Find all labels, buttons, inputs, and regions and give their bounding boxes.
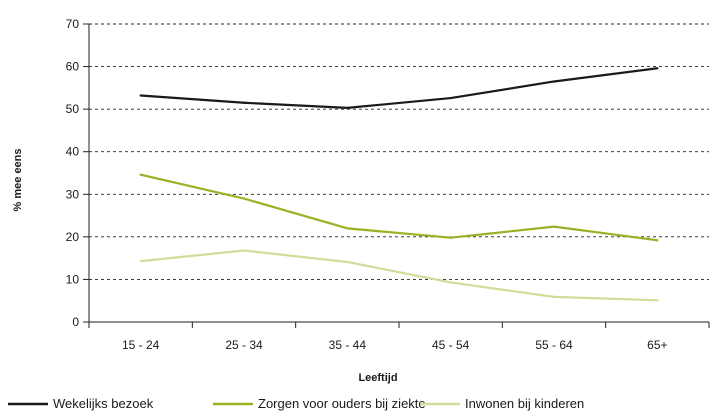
data-point [449, 96, 452, 100]
data-point [346, 260, 349, 264]
data-point [346, 227, 349, 230]
data-point [656, 299, 659, 302]
series-line-3 [140, 249, 658, 302]
data-point [242, 197, 246, 200]
data-point [242, 249, 246, 252]
axis-labels: 0 10 20 30 40 50 60 70 15 - 24 25 - 34 35 - 44 45 -… [66, 17, 668, 352]
data-point [656, 67, 659, 70]
legend-label: Inwonen bij kinderen [465, 396, 584, 411]
legend: Wekelijks bezoek Zorgen voor ouders bij z… [8, 396, 584, 411]
y-axis-title: % mee eens [12, 149, 24, 212]
data-point [346, 106, 349, 109]
y-tick-label: 20 [66, 230, 80, 244]
y-tick-label: 0 [72, 315, 79, 329]
y-tick-label: 40 [66, 145, 80, 159]
legend-label: Zorgen voor ouders bij ziekte [258, 396, 426, 411]
series-line-2 [140, 173, 658, 242]
y-tick-label: 70 [66, 17, 80, 31]
series-lines [139, 67, 659, 302]
series-line-1 [140, 67, 658, 109]
data-point [242, 101, 246, 104]
x-axis-title: Leeftijd [358, 372, 397, 384]
data-point [139, 260, 142, 263]
data-point [449, 236, 452, 239]
data-point [139, 94, 142, 97]
y-tick-label: 50 [66, 102, 80, 116]
data-point [552, 225, 556, 228]
data-point [656, 239, 659, 242]
x-tick-label: 15 - 24 [122, 338, 160, 352]
gridlines [89, 23, 709, 280]
data-point [552, 295, 556, 298]
data-point [139, 173, 142, 176]
x-tick-label: 55 - 64 [535, 338, 573, 352]
data-point [449, 281, 452, 284]
axes [83, 23, 710, 328]
x-tick-label: 45 - 54 [432, 338, 470, 352]
x-tick-label: 35 - 44 [329, 338, 367, 352]
x-tick-label: 25 - 34 [225, 338, 263, 352]
y-tick-label: 60 [66, 60, 80, 74]
y-tick-label: 10 [66, 272, 80, 286]
legend-label: Wekelijks bezoek [53, 396, 154, 411]
y-tick-label: 30 [66, 187, 80, 201]
data-point [552, 80, 556, 83]
x-tick-label: 65+ [647, 338, 667, 352]
